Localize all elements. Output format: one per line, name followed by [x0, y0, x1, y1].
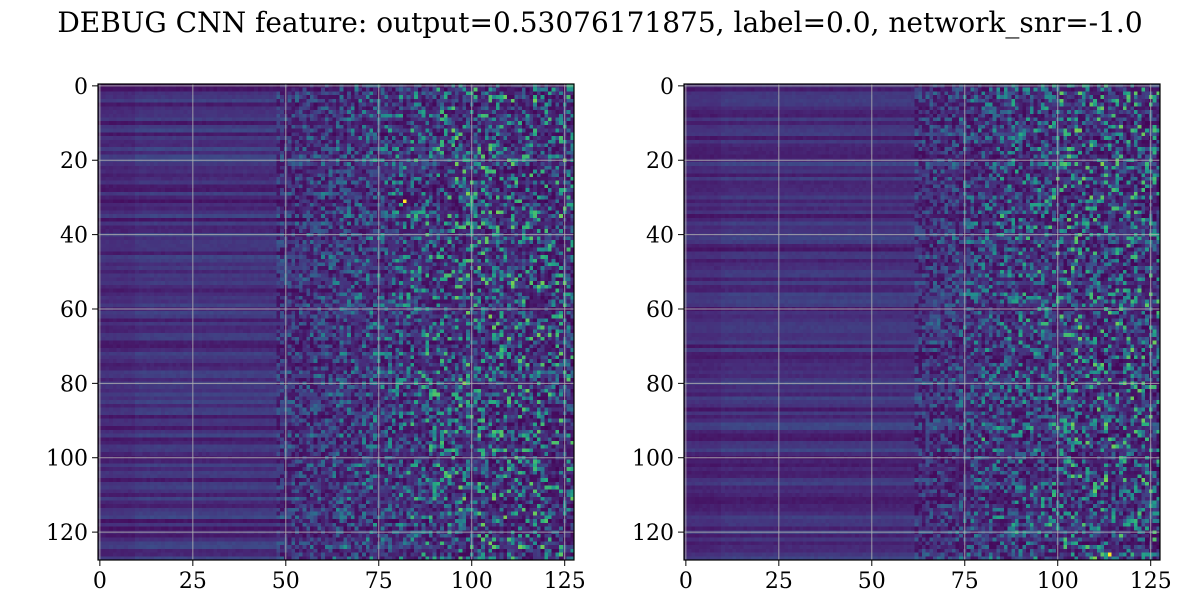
heatmap-left: 0 25 50 75 100 125 0 20 40 60 80 100 120 [46, 75, 586, 594]
heatmap-cells [684, 84, 1160, 560]
heatmap-cells [98, 84, 574, 560]
x-tick-label: 75 [365, 569, 393, 594]
y-tick-label: 60 [646, 298, 674, 323]
x-tick-label: 0 [93, 569, 107, 594]
x-tick-label: 50 [272, 569, 300, 594]
x-tick-label: 125 [1130, 569, 1172, 594]
y-tick-label: 120 [46, 521, 88, 546]
y-tick-label: 100 [46, 447, 88, 472]
y-tick-label: 80 [646, 372, 674, 397]
heatmap-right: 0 25 50 75 100 125 0 20 40 60 80 100 120 [632, 75, 1172, 594]
axes-frame [97, 83, 575, 561]
y-tick-label: 0 [74, 75, 88, 100]
x-tick-label: 50 [858, 569, 886, 594]
y-tick-label: 80 [60, 372, 88, 397]
x-tick-label: 75 [951, 569, 979, 594]
x-tick-label: 25 [765, 569, 793, 594]
y-tick-label: 40 [60, 224, 88, 249]
y-tick-label: 60 [60, 298, 88, 323]
x-tick-label: 100 [451, 569, 493, 594]
x-tick-label: 125 [544, 569, 586, 594]
axes-frame [683, 83, 1161, 561]
y-tick-label: 0 [660, 75, 674, 100]
x-tick-label: 100 [1037, 569, 1079, 594]
y-tick-label: 100 [632, 447, 674, 472]
x-tick-label: 0 [679, 569, 693, 594]
y-tick-label: 20 [646, 149, 674, 174]
x-tick-label: 25 [179, 569, 207, 594]
y-tick-label: 20 [60, 149, 88, 174]
y-tick-label: 40 [646, 224, 674, 249]
y-tick-label: 120 [632, 521, 674, 546]
figure-title: DEBUG CNN feature: output=0.53076171875,… [57, 6, 1143, 39]
